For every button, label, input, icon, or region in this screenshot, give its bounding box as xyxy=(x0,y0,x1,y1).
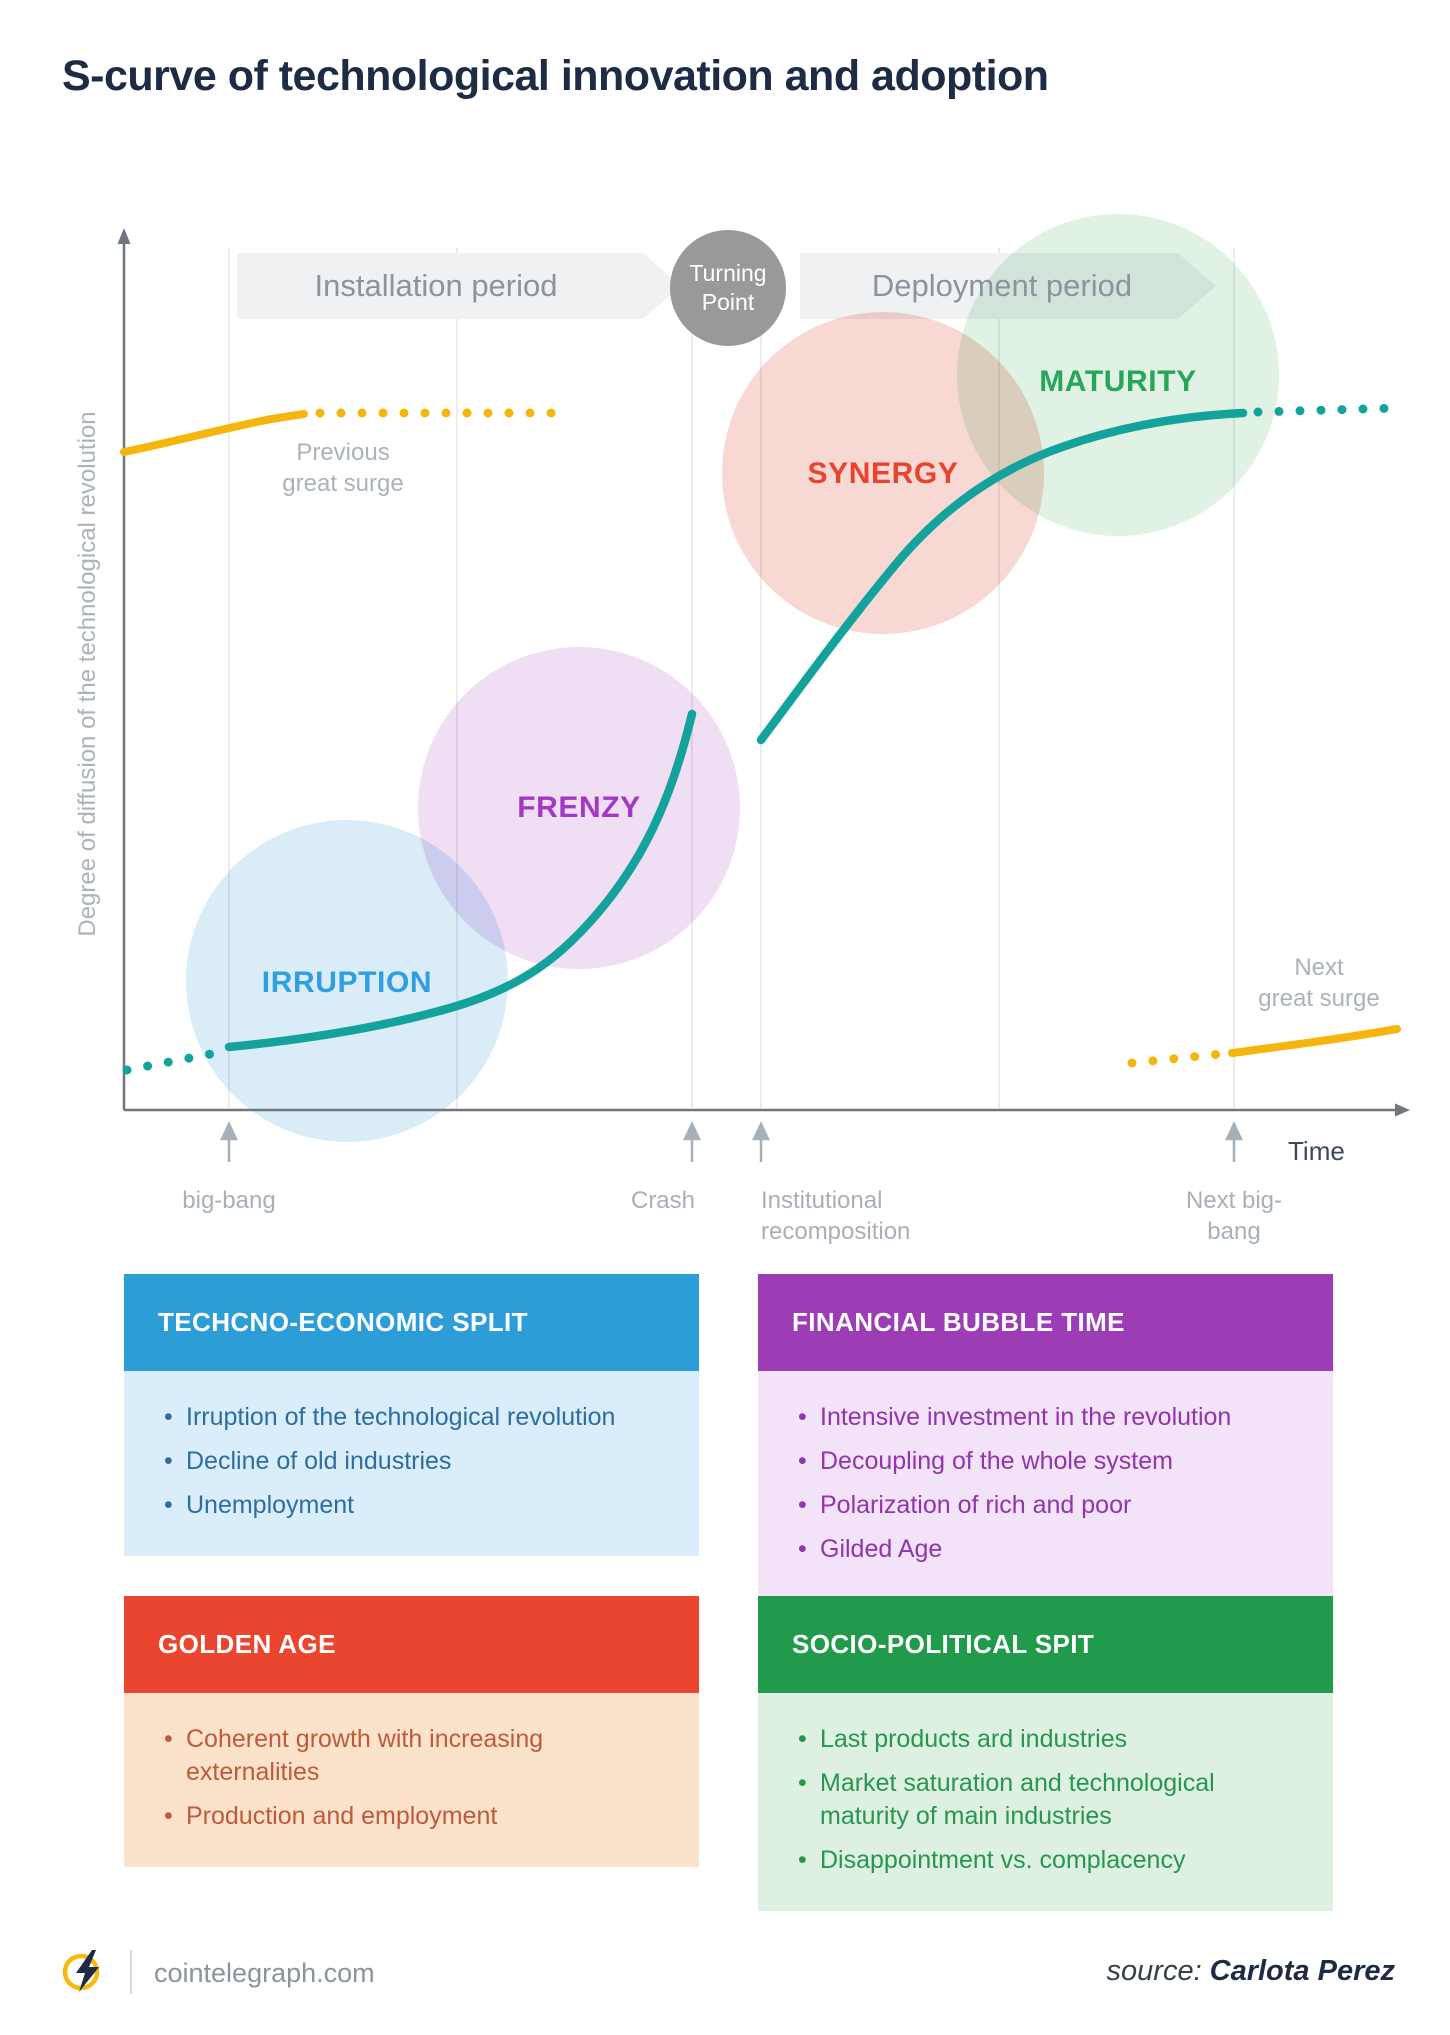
card-header: TECHCNO-ECONOMIC SPLIT xyxy=(124,1274,699,1371)
phase-label-maturity: MATURITY xyxy=(1039,365,1197,398)
card-bullet-list: Last products ard industries Market satu… xyxy=(792,1723,1299,1877)
card-bullet: Unemployment xyxy=(158,1489,665,1522)
card-body: Coherent growth with increasing external… xyxy=(124,1693,699,1867)
source-credit: source: Carlota Perez xyxy=(1107,1955,1395,1988)
card-title: GOLDEN AGE xyxy=(158,1629,336,1659)
card-bullet: Decoupling of the whole system xyxy=(792,1445,1299,1478)
card-body: Last products ard industries Market satu… xyxy=(758,1693,1333,1911)
cointelegraph-logo-icon xyxy=(62,1950,100,1992)
card-bullet: Coherent growth with increasing external… xyxy=(158,1723,665,1789)
next-surge-dotted-line xyxy=(1127,1049,1225,1068)
card-title: SOCIO-POLITICAL SPIT xyxy=(792,1629,1095,1659)
x-axis-arrowhead xyxy=(1395,1103,1410,1117)
card-bullet: Decline of old industries xyxy=(158,1445,665,1478)
card-bullet: Disappointment vs. complacency xyxy=(792,1844,1299,1877)
card-socio-political-split: SOCIO-POLITICAL SPIT Last products ard i… xyxy=(758,1596,1333,1911)
previous-surge-label: Previous great surge xyxy=(282,437,403,499)
card-bullet-list: Irruption of the technological revolutio… xyxy=(158,1401,665,1522)
phase-label-frenzy: FRENZY xyxy=(517,791,641,824)
page-title: S-curve of technological innovation and … xyxy=(62,52,1049,100)
milestone-big-bang: big-bang xyxy=(182,1187,276,1214)
s-curve-leading-dots xyxy=(122,1048,221,1075)
card-bullet: Intensive investment in the revolution xyxy=(792,1401,1299,1434)
card-title: FINANCIAL BUBBLE TIME xyxy=(792,1307,1125,1337)
deployment-period-label: Deployment period xyxy=(871,268,1133,303)
card-body: Irruption of the technological revolutio… xyxy=(124,1371,699,1556)
card-financial-bubble-time: FINANCIAL BUBBLE TIME Intensive investme… xyxy=(758,1274,1333,1600)
site-name: cointelegraph.com xyxy=(154,1958,375,1988)
next-surge-solid-line xyxy=(1228,1025,1401,1057)
next-surge-line2: great surge xyxy=(1258,985,1380,1013)
installation-period-label: Installation period xyxy=(314,268,558,303)
card-header: FINANCIAL BUBBLE TIME xyxy=(758,1274,1333,1371)
turning-point-line2: Point xyxy=(701,289,755,315)
milestone-institutional-recomposition: Institutional recomposition xyxy=(761,1187,911,1246)
card-title: TECHCNO-ECONOMIC SPLIT xyxy=(158,1307,528,1337)
card-header: SOCIO-POLITICAL SPIT xyxy=(758,1596,1333,1693)
s-curve-chart: Installation period Deployment period Tu… xyxy=(74,214,1410,1246)
turning-point-badge: Turning Point xyxy=(670,230,786,346)
previous-surge-solid-line xyxy=(120,410,308,456)
s-curve-trailing-dots xyxy=(1253,403,1403,417)
card-golden-age: GOLDEN AGE Coherent growth with increasi… xyxy=(124,1596,699,1867)
footer-divider xyxy=(130,1950,132,1994)
card-bullet: Market saturation and technological matu… xyxy=(792,1767,1299,1833)
turning-point-line1: Turning xyxy=(689,260,767,287)
card-bullet: Last products ard industries xyxy=(792,1723,1299,1756)
milestone-next-big-bang: Next big-bang xyxy=(1185,1187,1283,1246)
card-techno-economic-split: TECHCNO-ECONOMIC SPLIT Irruption of the … xyxy=(124,1274,699,1556)
next-surge-line1: Next xyxy=(1294,954,1344,981)
phase-label-irruption: IRRUPTION xyxy=(261,966,433,999)
card-bullet: Irruption of the technological revolutio… xyxy=(158,1401,665,1434)
x-axis-label: Time xyxy=(1288,1136,1345,1166)
card-bullet: Polarization of rich and poor xyxy=(792,1489,1299,1522)
previous-surge-line1: Previous xyxy=(296,439,390,466)
card-bullet-list: Coherent growth with increasing external… xyxy=(158,1723,665,1833)
card-body: Intensive investment in the revolution D… xyxy=(758,1371,1333,1600)
y-axis-arrowhead xyxy=(117,228,131,244)
previous-surge-line2: great surge xyxy=(282,470,404,498)
y-axis-label: Degree of diffusion of the technological… xyxy=(74,411,101,937)
next-surge-label: Next great surge xyxy=(1258,952,1379,1014)
card-bullet: Gilded Age xyxy=(792,1533,1299,1566)
card-bullet: Production and employment xyxy=(158,1800,665,1833)
source-label: source: xyxy=(1106,1955,1202,1987)
card-bullet-list: Intensive investment in the revolution D… xyxy=(792,1401,1299,1566)
phase-label-synergy: SYNERGY xyxy=(807,457,959,490)
source-name: Carlota Perez xyxy=(1209,1955,1395,1987)
milestone-crash: Crash xyxy=(630,1187,696,1214)
card-header: GOLDEN AGE xyxy=(124,1596,699,1693)
